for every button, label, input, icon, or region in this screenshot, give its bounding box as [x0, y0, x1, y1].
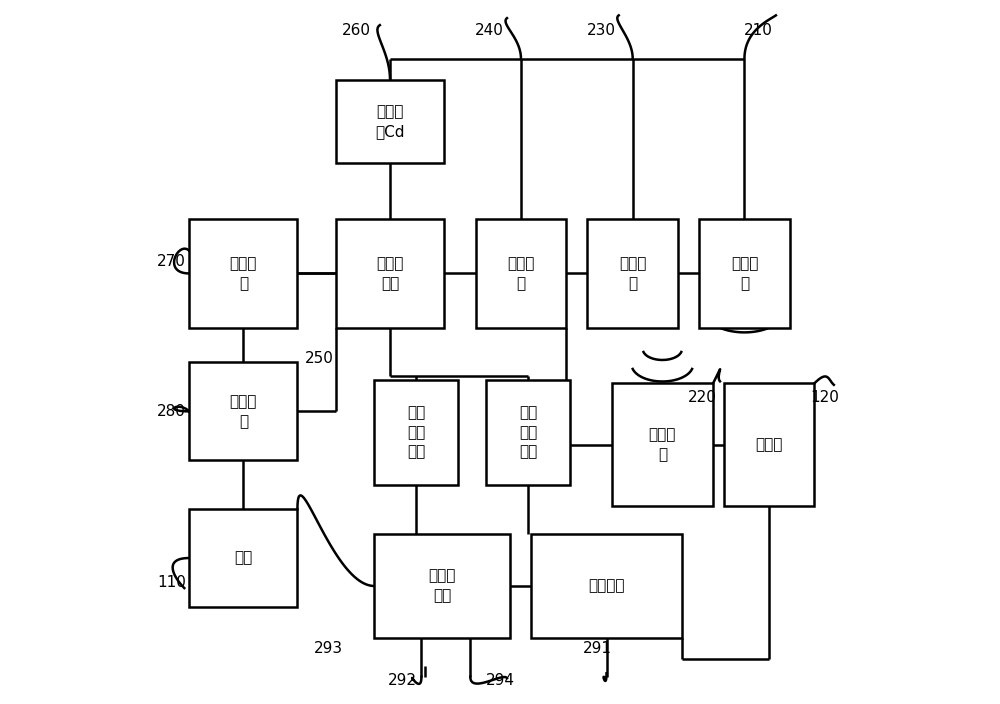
FancyBboxPatch shape [189, 219, 297, 327]
Text: 220: 220 [688, 390, 717, 405]
Text: 第一
驱动
单元: 第一 驱动 单元 [407, 405, 425, 460]
Text: 110: 110 [157, 575, 186, 590]
Text: 294: 294 [486, 673, 514, 688]
Text: 第二
驱动
单元: 第二 驱动 单元 [519, 405, 537, 460]
Text: 闪光灯: 闪光灯 [755, 437, 783, 452]
FancyBboxPatch shape [724, 384, 814, 505]
Text: 210: 210 [744, 23, 773, 38]
Text: 280: 280 [157, 404, 186, 419]
Text: 升压单
元: 升压单 元 [619, 256, 646, 291]
Text: 270: 270 [157, 253, 186, 269]
Text: 第一线
圈: 第一线 圈 [731, 256, 758, 291]
FancyBboxPatch shape [587, 219, 678, 327]
FancyBboxPatch shape [336, 219, 444, 327]
Text: 谐振电
容Cd: 谐振电 容Cd [375, 104, 405, 139]
FancyBboxPatch shape [699, 219, 790, 327]
Text: 调压单
元: 调压单 元 [230, 394, 257, 429]
FancyBboxPatch shape [476, 219, 566, 327]
Text: 293: 293 [314, 641, 343, 656]
Text: 检测单元: 检测单元 [588, 579, 625, 593]
FancyBboxPatch shape [612, 384, 713, 505]
Text: 250: 250 [305, 351, 334, 367]
FancyBboxPatch shape [336, 80, 444, 163]
Text: 292: 292 [388, 673, 417, 688]
Text: 电池: 电池 [234, 551, 252, 565]
FancyBboxPatch shape [486, 380, 570, 485]
Text: 稳压单
元: 稳压单 元 [230, 256, 257, 291]
FancyBboxPatch shape [189, 363, 297, 460]
Text: 291: 291 [583, 641, 612, 656]
Text: 230: 230 [587, 23, 616, 38]
Text: 微控制
单元: 微控制 单元 [429, 569, 456, 603]
FancyBboxPatch shape [189, 509, 297, 607]
Text: 260: 260 [342, 23, 371, 38]
FancyBboxPatch shape [374, 534, 510, 639]
Text: 240: 240 [475, 23, 504, 38]
Text: 整流桥
单元: 整流桥 单元 [376, 256, 404, 291]
Text: 切换单
元: 切换单 元 [507, 256, 535, 291]
FancyBboxPatch shape [531, 534, 682, 639]
FancyBboxPatch shape [374, 380, 458, 485]
Text: 第二线
圈: 第二线 圈 [649, 427, 676, 462]
Text: 120: 120 [810, 390, 839, 405]
